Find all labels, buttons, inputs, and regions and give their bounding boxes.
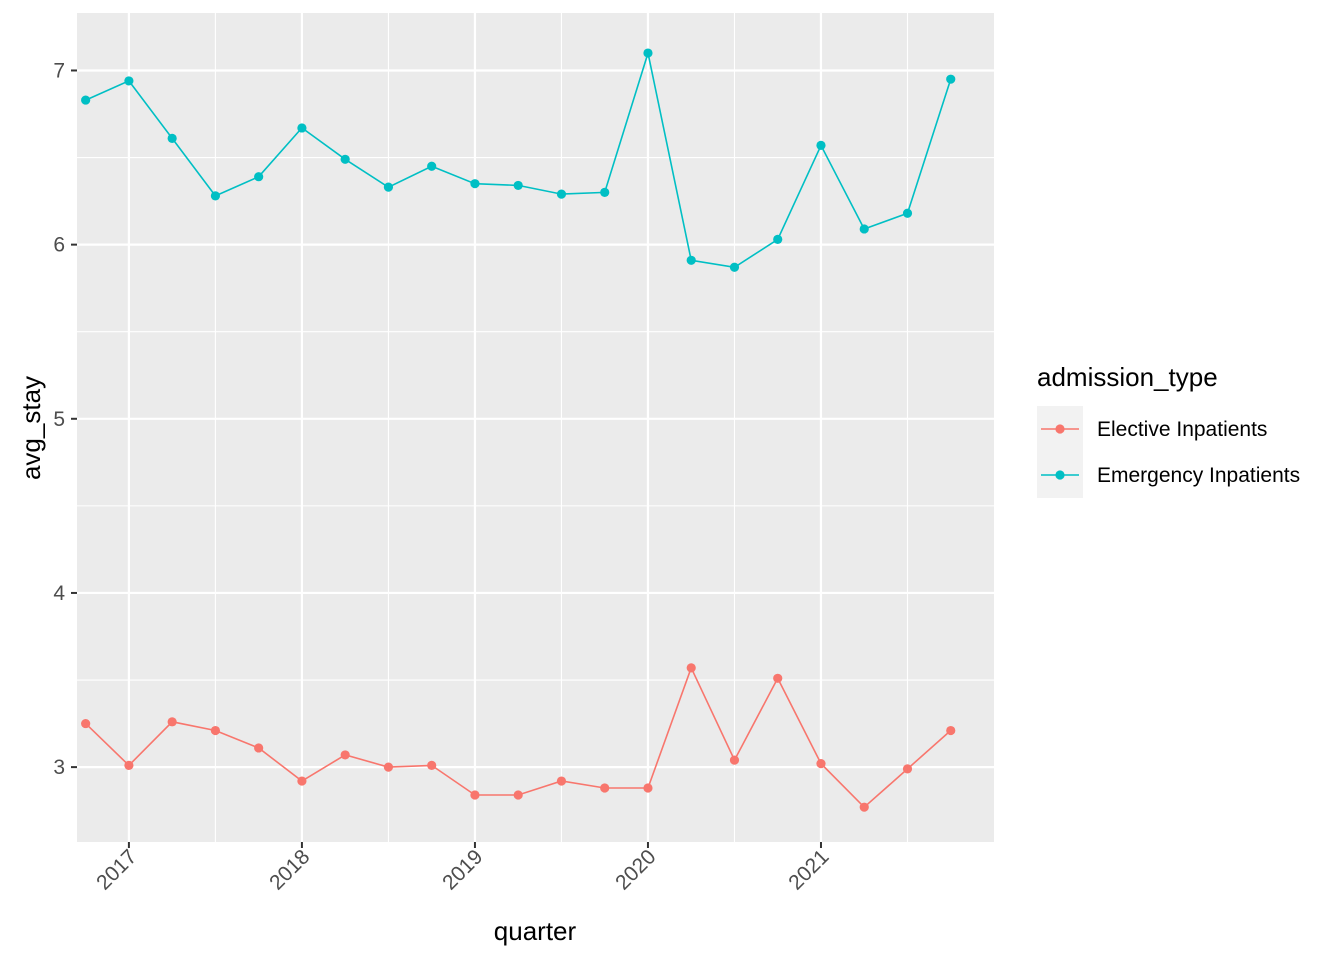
- data-point: [210, 725, 221, 736]
- data-point: [729, 262, 740, 272]
- data-point: [816, 759, 826, 769]
- legend-key-point: [1055, 424, 1065, 434]
- y-tick-label: 3: [53, 756, 65, 779]
- data-point: [686, 255, 696, 265]
- y-axis-title: avg_stay: [16, 376, 46, 480]
- x-axis: 2017 2018 2019 2020 2021: [92, 842, 834, 895]
- data-point: [643, 48, 653, 58]
- grid-minor: [77, 13, 994, 842]
- data-point: [297, 123, 307, 133]
- legend-label: Emergency Inpatients: [1097, 464, 1300, 487]
- data-point: [902, 208, 913, 218]
- x-tick-label: 2019: [438, 845, 487, 894]
- data-point: [643, 783, 653, 793]
- data-point: [297, 776, 307, 786]
- data-point: [859, 224, 869, 234]
- legend-label: Elective Inpatients: [1097, 418, 1267, 441]
- data-point: [427, 760, 437, 770]
- data-point: [556, 776, 567, 786]
- x-axis-title: quarter: [494, 916, 577, 946]
- data-point: [124, 760, 134, 770]
- data-point: [513, 180, 523, 191]
- legend-key-point: [1055, 470, 1065, 480]
- data-point: [600, 783, 610, 793]
- data-point: [427, 161, 437, 171]
- y-axis: 3 4 5 6 7: [53, 59, 77, 779]
- data-point: [946, 725, 956, 736]
- y-tick-label: 4: [53, 582, 65, 605]
- data-point: [686, 663, 696, 673]
- data-point: [470, 790, 480, 800]
- data-point: [167, 133, 177, 143]
- data-point: [340, 750, 350, 760]
- data-point: [210, 191, 221, 201]
- data-point: [340, 154, 350, 164]
- plot-panel: [77, 13, 994, 842]
- grid-major: [77, 13, 994, 842]
- x-tick-label: 2018: [265, 845, 314, 894]
- x-tick-label: 2020: [611, 845, 660, 894]
- data-point: [254, 172, 264, 182]
- x-tick-label: 2021: [784, 845, 833, 894]
- data-point: [81, 718, 91, 729]
- data-point: [946, 74, 956, 84]
- y-tick-label: 7: [53, 59, 65, 82]
- data-point: [600, 187, 610, 197]
- data-point: [729, 755, 740, 765]
- legend-title: admission_type: [1037, 362, 1218, 392]
- data-point: [81, 95, 91, 105]
- data-point: [556, 189, 567, 199]
- data-point: [773, 673, 783, 683]
- y-tick-label: 6: [53, 234, 65, 257]
- data-point: [383, 762, 394, 772]
- y-tick-label: 5: [53, 408, 65, 431]
- data-point: [902, 764, 913, 774]
- data-point: [859, 802, 869, 812]
- data-point: [816, 140, 826, 150]
- data-point: [167, 717, 177, 727]
- series-layer: [81, 48, 956, 812]
- data-point: [254, 743, 264, 753]
- data-point: [383, 182, 394, 192]
- data-point: [773, 234, 783, 245]
- data-point: [124, 76, 134, 86]
- data-point: [513, 790, 523, 800]
- x-tick-label: 2017: [92, 845, 141, 894]
- data-point: [470, 179, 480, 189]
- legend: admission_type Elective Inpatients Emerge…: [1037, 362, 1300, 498]
